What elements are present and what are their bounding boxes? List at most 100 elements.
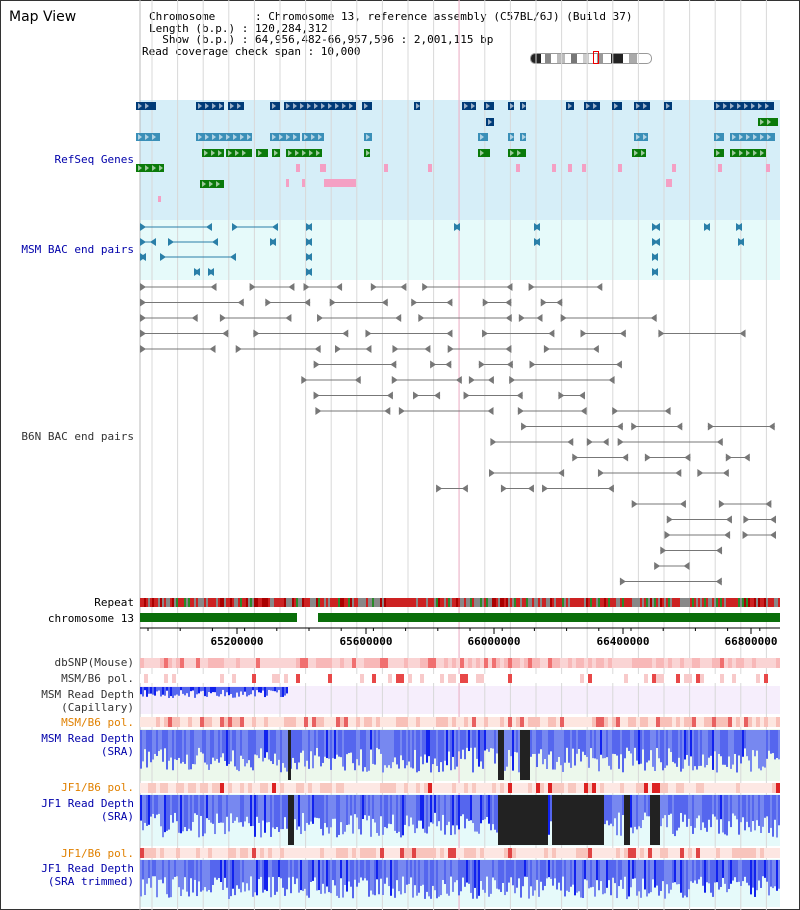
- jf1-sra-depth-bar: [660, 795, 662, 827]
- repeat-block: [382, 598, 384, 607]
- repeat-block: [492, 598, 494, 607]
- jf1-trimmed-depth-bar: [190, 860, 192, 879]
- refseq-genes-label[interactable]: RefSeq Genes: [54, 153, 134, 166]
- jf1-pol-cell: [508, 783, 512, 793]
- msm-pol-cell: [592, 674, 596, 683]
- jf1-pol-cell: [708, 783, 712, 793]
- jf1-pol-cell: [204, 783, 208, 793]
- msm-pol-cell: [484, 717, 488, 727]
- msm-depth-capillary-label[interactable]: MSM Read Depth (Capillary): [41, 688, 134, 714]
- jf1-sra-depth-bar: [304, 795, 306, 831]
- msm-pol-cell: [688, 717, 692, 727]
- repeat-block: [464, 598, 466, 607]
- msm-sra-depth-bar: [566, 730, 568, 748]
- dbsnp-cell: [224, 658, 228, 668]
- msm-pol-cell: [644, 674, 648, 683]
- repeat-block: [146, 598, 148, 607]
- msm-pol-cell: [140, 717, 144, 727]
- jf1-trimmed-depth-bar: [480, 860, 482, 881]
- msm-capillary-depth-bar: [206, 687, 208, 697]
- dbsnp-cell: [508, 658, 512, 668]
- dbsnp-label[interactable]: dbSNP(Mouse): [54, 656, 134, 669]
- msm-pol-cell: [512, 717, 516, 727]
- jf1-pol-cell: [776, 848, 780, 858]
- jf1-sra-depth-bar: [352, 795, 354, 834]
- jf1-sra-depth-bar: [438, 795, 440, 822]
- gene-arrow: [237, 103, 241, 109]
- gene-arrow: [242, 150, 246, 156]
- msm-sra-depth-bar: [642, 730, 644, 750]
- msm-sra-depth-bar: [588, 730, 590, 768]
- msm-bac-label[interactable]: MSM BAC end pairs: [21, 243, 134, 256]
- jf1-depth-sra-label[interactable]: JF1 Read Depth (SRA): [41, 797, 134, 823]
- msm-sra-depth-bar: [180, 730, 182, 764]
- jf1-sra-depth-bar: [260, 795, 262, 838]
- repeat-block: [612, 598, 614, 607]
- jf1-sra-depth-bar: [286, 795, 288, 829]
- dbsnp-cell: [392, 658, 396, 668]
- b6n-bac-pair-end: [650, 314, 657, 322]
- b6n-bac-pair-end: [304, 298, 311, 307]
- dbsnp-cell: [200, 658, 204, 668]
- msm-pol-cell: [548, 717, 552, 727]
- jf1-pol-cell: [216, 783, 220, 793]
- jf1-b6-pol-label-2[interactable]: JF1/B6 pol.: [61, 847, 134, 860]
- jf1-trimmed-depth-bar: [590, 860, 592, 888]
- jf1-sra-depth-bar: [350, 795, 352, 816]
- jf1-trimmed-depth-bar: [236, 860, 238, 886]
- jf1-pol-cell: [288, 848, 292, 858]
- repeat-block: [628, 598, 630, 607]
- msm-sra-depth-bar: [762, 730, 764, 767]
- gene-arrow: [145, 165, 149, 171]
- repeat-block: [290, 598, 292, 607]
- msm-pol-cell: [232, 674, 236, 683]
- repeat-block: [166, 598, 168, 607]
- jf1-b6-pol-label[interactable]: JF1/B6 pol.: [61, 781, 134, 794]
- msm-sra-depth-bar: [202, 730, 204, 754]
- msm-sra-depth-bar: [432, 730, 434, 765]
- jf1-trimmed-depth-bar: [658, 860, 660, 896]
- jf1-pol-cell: [256, 783, 260, 793]
- jf1-pol-cell: [176, 848, 180, 858]
- msm-b6-pol-label[interactable]: MSM/B6 pol.: [61, 672, 134, 685]
- jf1-pol-cell: [220, 848, 224, 858]
- b6n-bac-pair-end: [288, 283, 295, 291]
- b6n-bac-pair-end: [658, 329, 665, 338]
- repeat-block: [536, 598, 538, 607]
- msm-capillary-depth-bar: [172, 687, 174, 698]
- repeat-block: [594, 598, 596, 607]
- jf1-pol-cell: [608, 783, 612, 793]
- msm-sra-depth-bar: [262, 730, 264, 762]
- b6n-bac-label[interactable]: B6N BAC end pairs: [21, 430, 134, 443]
- msm-sra-depth-bar: [382, 730, 384, 773]
- jf1-sra-depth-bar: [388, 795, 390, 824]
- repeat-block: [684, 598, 686, 607]
- jf1-pol-cell: [380, 848, 384, 858]
- msm-pol-cell: [628, 717, 632, 727]
- jf1-pol-cell: [512, 848, 516, 858]
- repeat-block: [554, 598, 556, 607]
- repeat-block: [192, 598, 194, 607]
- repeat-block: [314, 598, 316, 607]
- gene-arrow: [732, 150, 736, 156]
- b6n-bac-pair-end: [487, 407, 494, 415]
- refseq-gene-pink: [302, 179, 305, 187]
- b6n-bac-pair-end: [542, 484, 549, 493]
- msm-depth-sra-label[interactable]: MSM Read Depth (SRA): [41, 732, 134, 758]
- msm-sra-depth-bar: [682, 730, 684, 769]
- jf1-depth-trimmed-label[interactable]: JF1 Read Depth (SRA trimmed): [41, 862, 134, 888]
- msm-sra-depth-bar: [554, 730, 556, 770]
- chromosome-position-marker[interactable]: [593, 51, 599, 64]
- repeat-block: [310, 598, 312, 607]
- jf1-pol-cell: [768, 783, 772, 793]
- msm-capillary-depth-bar: [236, 687, 238, 693]
- repeat-block: [646, 598, 648, 607]
- msm-b6-pol-label-2[interactable]: MSM/B6 pol.: [61, 716, 134, 729]
- jf1-trimmed-depth-bar: [592, 860, 594, 887]
- repeat-block: [180, 598, 182, 607]
- repeat-block: [664, 598, 666, 607]
- msm-sra-depth-bar: [264, 730, 266, 758]
- repeat-block: [702, 598, 704, 607]
- jf1-sra-depth-bar: [314, 795, 316, 818]
